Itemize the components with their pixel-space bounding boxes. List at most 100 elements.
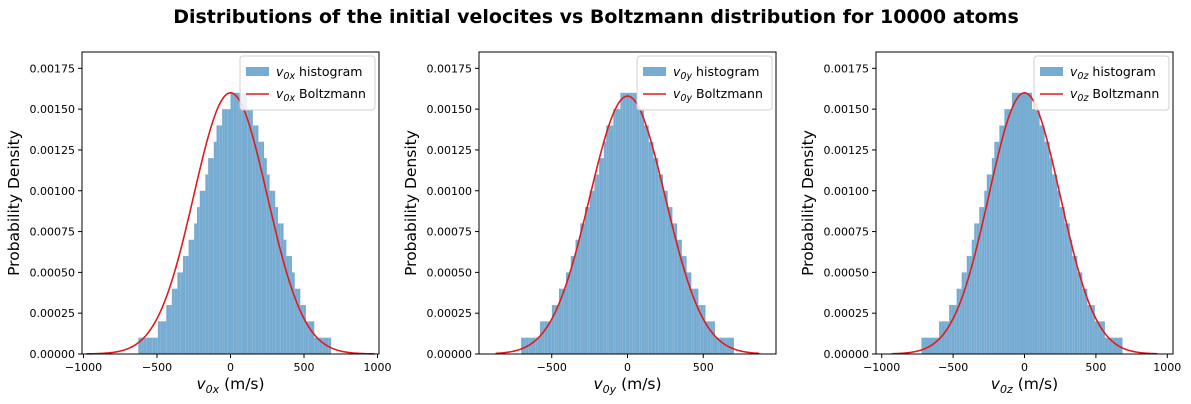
y-tick-label: 0.00050 — [824, 266, 870, 279]
histogram-bar — [627, 92, 630, 354]
histogram-bar — [613, 109, 616, 354]
histogram-bar — [319, 337, 323, 354]
histogram-bar — [1006, 109, 1010, 354]
x-tick-label: −500 — [142, 361, 172, 374]
y-tick-label: 0.00075 — [30, 226, 76, 239]
histogram-bar — [250, 109, 253, 354]
histogram-bar — [636, 109, 640, 354]
y-axis-label: Probability Density — [5, 130, 23, 276]
histogram-bar — [632, 92, 635, 354]
y-tick-label: 0.00000 — [30, 348, 76, 361]
histogram-bar — [923, 337, 927, 354]
legend-patch-icon — [246, 67, 269, 76]
histogram-bar — [941, 321, 945, 354]
histogram-bar — [573, 256, 576, 354]
histogram-bar — [328, 337, 332, 354]
histogram-bar — [691, 288, 694, 354]
histogram-bar — [951, 305, 955, 354]
histogram-bar — [1021, 92, 1025, 354]
legend-box — [1033, 55, 1170, 111]
histogram-bar — [959, 288, 962, 354]
x-tick-label: −500 — [938, 361, 968, 374]
histogram-bar — [655, 158, 659, 354]
histogram-bar — [523, 337, 526, 354]
y-tick-label: 0.00100 — [427, 185, 473, 198]
histogram-bar — [610, 125, 614, 355]
histogram-bar — [210, 158, 214, 354]
panel-y: 0.00000 0.00025 0.00050 0.00075 0.00100 0.001… — [402, 51, 777, 396]
histogram-bar — [556, 305, 559, 354]
histogram-bar — [169, 305, 172, 354]
histogram-bar — [291, 272, 295, 354]
histogram-bar — [670, 207, 673, 354]
y-tick-label: 0.00050 — [30, 266, 76, 279]
legend-entry-label: v0z histogram — [1070, 64, 1156, 82]
histogram-bar — [138, 337, 142, 354]
histogram-bar — [658, 174, 661, 354]
histogram-bar — [558, 288, 562, 354]
histogram-bar — [991, 158, 995, 354]
x-tick-label: 500 — [294, 361, 315, 374]
histogram-bar — [521, 337, 524, 354]
histogram-bar — [1011, 92, 1015, 354]
histogram-bar — [651, 141, 654, 354]
boltzmann-curve-x — [86, 92, 375, 355]
histogram-bar — [1120, 337, 1123, 354]
histogram-bar — [672, 223, 675, 354]
x-axis-label: v0y (m/s) — [593, 375, 661, 396]
histogram-bar — [729, 337, 732, 354]
histogram-bar — [996, 141, 1000, 354]
histogram-bar — [587, 207, 590, 354]
histogram-bar — [1082, 288, 1085, 354]
histogram-x — [138, 92, 332, 355]
histogram-bar — [1067, 223, 1070, 354]
legend-entry-label: v0y histogram — [673, 64, 759, 82]
histogram-bar — [202, 190, 206, 354]
histogram-bar — [681, 256, 685, 354]
histogram-bar — [594, 174, 597, 354]
x-tick-label: 0 — [227, 361, 234, 374]
histogram-bar — [230, 92, 234, 354]
histogram-bar — [994, 141, 997, 354]
histogram-bar — [1057, 190, 1060, 354]
histogram-bar — [1092, 305, 1095, 354]
panels: 0.00000 0.00025 0.00050 0.00075 0.00100 0.001… — [5, 51, 1181, 396]
y-tick-label: 0.00100 — [824, 185, 870, 198]
legend-entry-label: v0x histogram — [276, 64, 362, 82]
histogram-bar — [236, 92, 239, 354]
histogram-bar — [196, 207, 200, 354]
y-tick-label: 0.00175 — [30, 62, 76, 75]
histogram-bar — [703, 305, 706, 354]
histogram-bar — [954, 305, 957, 354]
histogram-bar — [1016, 92, 1020, 354]
histogram-bar — [272, 190, 276, 354]
histogram-bar — [1112, 337, 1115, 354]
histogram-bar — [622, 92, 626, 354]
boltzmann-curve-z — [891, 92, 1158, 355]
histogram-bar — [1069, 239, 1073, 354]
histogram-bar — [969, 256, 972, 354]
histogram-bar — [686, 272, 689, 354]
histogram-bar — [677, 239, 680, 354]
histogram-bar — [722, 337, 725, 354]
histogram-bar — [544, 321, 548, 354]
histogram-bar — [141, 337, 144, 354]
legend-patch-icon — [643, 67, 666, 76]
y-tick-label: 0.00150 — [824, 103, 870, 116]
histogram-bar — [1107, 337, 1110, 354]
histogram-bar — [646, 125, 649, 355]
histogram-bar — [629, 92, 633, 354]
histogram-bar — [561, 288, 564, 354]
y-axis-label: Probability Density — [799, 130, 817, 276]
x-tick-label: −1000 — [65, 361, 102, 374]
histogram-bar — [974, 223, 977, 354]
histogram-bar — [540, 321, 543, 354]
histogram-bar — [1054, 174, 1058, 354]
histogram-bar — [238, 92, 242, 354]
histogram-bar — [280, 223, 284, 354]
histogram-bar — [1014, 92, 1017, 354]
histogram-bar — [662, 190, 666, 354]
histogram-bar — [1004, 109, 1007, 354]
x-tick-label: 500 — [1085, 361, 1106, 374]
y-tick-label: 0.00150 — [30, 103, 76, 116]
